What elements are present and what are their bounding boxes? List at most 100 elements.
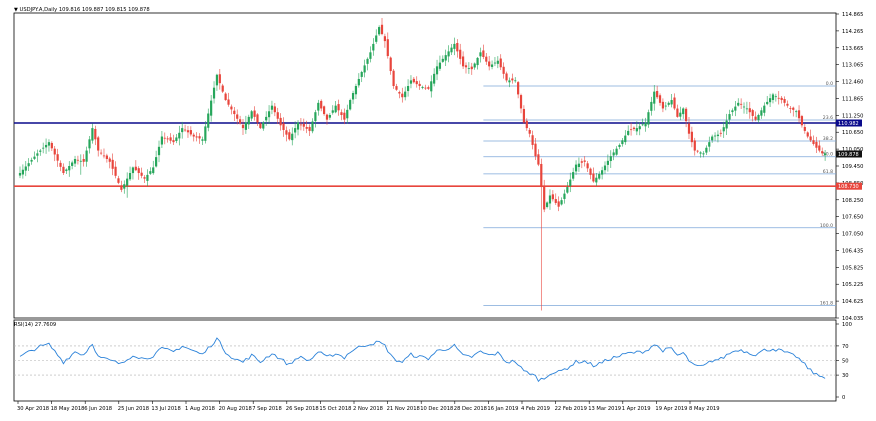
candle-body — [282, 123, 285, 130]
x-tick-label: 30 Apr 2018 — [17, 406, 49, 412]
last-price-badge — [836, 150, 862, 158]
candle-body — [256, 114, 259, 123]
candle-body — [603, 165, 607, 171]
candle-body — [291, 133, 294, 141]
triangle-down-icon[interactable]: ▼ — [14, 7, 18, 13]
candle-body — [409, 80, 413, 84]
candle-body — [499, 58, 502, 68]
candle-body — [517, 82, 520, 95]
candle-body — [337, 104, 340, 111]
candle-body — [818, 145, 821, 151]
price-tick-label: 104.625 — [842, 299, 863, 305]
candle-body — [155, 157, 158, 167]
candle-body — [589, 168, 592, 175]
candle-body — [621, 140, 624, 145]
candle-body — [430, 81, 433, 92]
candle-body — [198, 136, 201, 139]
candle-body — [525, 120, 528, 129]
candle-body — [479, 52, 482, 57]
price-line-badge — [836, 119, 862, 127]
candle-body — [53, 148, 56, 155]
candle-body — [601, 170, 604, 175]
price-line-badge — [836, 182, 862, 190]
candle-body — [737, 102, 740, 106]
candle-body — [415, 81, 418, 85]
candle-body — [195, 136, 198, 138]
rsi-tick-label: 50 — [842, 359, 849, 365]
candle-body — [821, 151, 824, 154]
candle-body — [673, 97, 676, 109]
fib-label: 100.0 — [820, 223, 833, 229]
candle-body — [169, 137, 172, 141]
price-line-badge-label: 110.982 — [838, 121, 859, 127]
candle-body — [557, 201, 560, 207]
candle-body — [395, 86, 398, 90]
rsi-tick-label: 30 — [842, 373, 849, 379]
candle-body — [522, 108, 526, 123]
candle-body — [369, 52, 372, 59]
candle-body — [39, 150, 42, 152]
candle-body — [363, 65, 366, 73]
candle-body — [192, 134, 195, 137]
candle-body — [722, 127, 725, 132]
candle-body — [467, 68, 470, 70]
candle-body — [44, 144, 48, 148]
x-tick-label: 13 Mar 2019 — [588, 406, 621, 412]
candle-body — [279, 117, 282, 126]
price-tick-label: 113.065 — [842, 63, 863, 69]
candle-body — [183, 129, 187, 131]
candle-body — [270, 105, 274, 110]
candle-body — [146, 174, 149, 181]
x-tick-label: 16 Jan 2019 — [487, 406, 518, 412]
candle-body — [351, 93, 355, 100]
candle-body — [267, 111, 271, 118]
candle-body — [456, 42, 459, 52]
candle-body — [551, 194, 554, 200]
candle-body — [464, 65, 468, 68]
price-tick-label: 105.225 — [842, 282, 863, 288]
candle-body — [380, 24, 384, 35]
candle-body — [702, 153, 705, 155]
x-tick-label: 26 Sep 2018 — [286, 406, 319, 412]
candle-body — [296, 122, 300, 130]
candle-body — [438, 62, 442, 69]
candle-body — [676, 108, 679, 117]
candle-body — [786, 103, 789, 106]
candle-body — [824, 153, 827, 156]
candle-body — [488, 61, 491, 67]
candle-body — [134, 166, 137, 171]
candle-body — [751, 110, 754, 116]
candle-body — [114, 166, 117, 176]
fib-label: 61.8 — [823, 169, 833, 175]
candle-body — [795, 111, 798, 113]
candle-body — [360, 71, 363, 77]
x-tick-label: 4 Feb 2019 — [521, 406, 550, 412]
last-price-label: 109.878 — [838, 152, 859, 158]
candle-body — [406, 86, 410, 92]
candle-body — [273, 106, 276, 113]
candle-body — [511, 78, 514, 81]
candle-body — [233, 110, 236, 115]
candle-body — [812, 140, 815, 145]
candle-body — [444, 55, 447, 61]
candle-body — [294, 128, 297, 133]
candle-body — [583, 160, 586, 162]
candle-body — [36, 153, 39, 156]
candle-body — [334, 105, 337, 113]
candle-body — [719, 132, 722, 134]
candle-body — [682, 108, 685, 115]
candle-body — [131, 167, 135, 174]
candle-body — [181, 128, 184, 133]
candle-body — [789, 108, 792, 109]
candle-body — [343, 112, 346, 120]
rsi-tick-label: 100 — [842, 322, 852, 328]
candle-body — [56, 154, 59, 161]
candle-body — [62, 166, 65, 174]
x-tick-label: 1 Aug 2018 — [185, 406, 215, 412]
candle-body — [687, 123, 691, 134]
candle-body — [42, 147, 45, 149]
candle-body — [554, 199, 557, 203]
price-tick-label: 112.460 — [842, 80, 863, 86]
